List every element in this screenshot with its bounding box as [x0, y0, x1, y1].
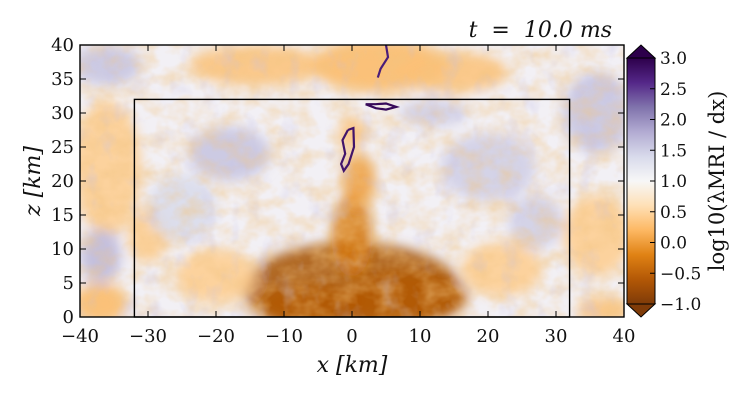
x-axis-ticks: −40 −30 −20 −10 0 10 20 30 40 — [61, 45, 635, 347]
contour-line — [339, 126, 356, 174]
time-label: t = 10.0 ms — [469, 18, 612, 43]
x-axis-label: x [km] — [317, 353, 388, 378]
colorbar-tick-label: 2.0 — [660, 111, 687, 131]
x-tick-label: 0 — [346, 326, 357, 347]
contour-lines — [339, 45, 401, 174]
colorbar-label: log10(λMRI / dx) — [705, 91, 729, 272]
colorbar-tick-label: 3.0 — [660, 49, 687, 69]
colorbar-bottom-extension — [625, 303, 657, 318]
x-tick-label: 10 — [409, 326, 432, 347]
colorbar-tick-label: −0.5 — [660, 264, 701, 284]
colorbar-tick-label: −1.0 — [660, 295, 701, 315]
contour-line — [376, 45, 390, 78]
colorbar-tick-label: 2.5 — [660, 80, 687, 100]
y-tick-label: 5 — [63, 273, 74, 294]
contour-line — [365, 102, 401, 111]
colorbar: −1.0 −0.5 0.0 0.5 1.0 1.5 2.0 2.5 3.0 — [625, 44, 701, 318]
colorbar-tick-label: 1.5 — [660, 141, 687, 161]
x-tick-label: −40 — [61, 326, 99, 347]
colorbar-tick-label: 0.0 — [660, 234, 687, 254]
x-tick-label: 30 — [545, 326, 568, 347]
colorbar-tick-label: 1.0 — [660, 172, 687, 192]
y-tick-label: 10 — [51, 239, 74, 260]
x-tick-label: 20 — [477, 326, 500, 347]
y-tick-label: 0 — [63, 307, 74, 328]
x-tick-label: −20 — [197, 326, 235, 347]
plot-area — [80, 45, 624, 317]
colorbar-ticks: −1.0 −0.5 0.0 0.5 1.0 1.5 2.0 2.5 3.0 — [650, 49, 701, 315]
x-tick-label: −30 — [129, 326, 167, 347]
colorbar-tick-label: 0.5 — [660, 203, 687, 223]
y-axis-label: z [km] — [21, 146, 46, 217]
x-tick-label: −10 — [265, 326, 303, 347]
purple-turbulence-texture — [80, 45, 624, 317]
y-tick-label: 20 — [51, 171, 74, 192]
y-tick-label: 40 — [51, 35, 74, 56]
y-tick-label: 25 — [51, 137, 74, 158]
y-axis-ticks: 0 5 10 15 20 25 30 35 40 — [51, 35, 624, 328]
y-tick-label: 30 — [51, 103, 74, 124]
colorbar-top-extension — [625, 44, 657, 59]
y-tick-label: 15 — [51, 205, 74, 226]
y-tick-label: 35 — [51, 69, 74, 90]
x-tick-label: 40 — [613, 326, 636, 347]
